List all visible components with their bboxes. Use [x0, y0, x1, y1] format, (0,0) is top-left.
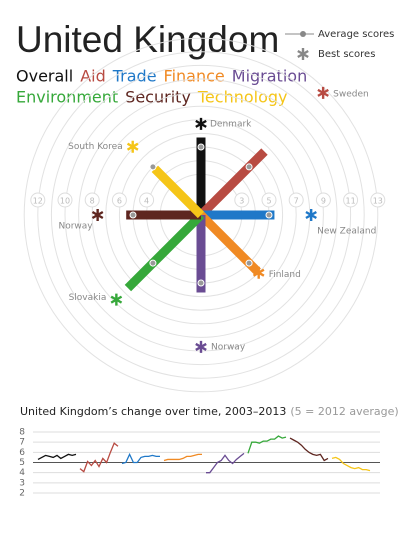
ring-badge: [30, 192, 46, 208]
ring-label: 3: [239, 197, 244, 206]
y-tick-label: 3: [19, 478, 25, 488]
average-dot: [149, 163, 157, 171]
legend-average: Average scores: [318, 29, 394, 40]
ring-badge: [261, 192, 277, 208]
ring-badge: [111, 192, 127, 208]
ring-label: 12: [33, 197, 43, 206]
component-legend: Trade: [112, 67, 157, 86]
y-tick-label: 8: [19, 428, 25, 438]
y-tick-label: 2: [19, 489, 25, 499]
series-line: [121, 452, 160, 465]
ring-label: 7: [294, 197, 299, 206]
average-dot: [197, 279, 205, 287]
ring-badge: [343, 192, 359, 208]
line-chart-title: United Kingdom’s change over time, 2003–…: [20, 405, 286, 418]
legend-asterisk: [297, 48, 309, 60]
component-legend: Environment: [16, 88, 118, 107]
best-country: Norway: [58, 222, 93, 232]
component-legend: Migration: [232, 67, 307, 86]
legend-best: Best scores: [318, 49, 375, 60]
ring-label: 11: [346, 197, 356, 206]
ring: [78, 92, 324, 338]
ring-badge: [315, 192, 331, 208]
best-asterisk: [195, 117, 207, 130]
best-asterisk: [195, 340, 207, 353]
ring-label: 10: [60, 197, 70, 206]
y-tick-label: 6: [19, 448, 25, 458]
ring-label: 9: [321, 197, 326, 206]
legend-dot: [300, 31, 306, 37]
series-line: [163, 453, 202, 462]
average-dot: [245, 163, 253, 171]
bar: [124, 211, 205, 292]
ring-label: 8: [90, 197, 95, 206]
best-country: South Korea: [68, 142, 123, 152]
ring: [118, 132, 284, 298]
average-dot: [265, 211, 273, 219]
best-country: New Zealand: [317, 227, 376, 237]
ring-badge: [288, 192, 304, 208]
component-legend: Finance: [164, 67, 225, 86]
best-asterisk: [252, 266, 265, 279]
best-asterisk: [305, 209, 317, 221]
average-dot: [245, 259, 253, 267]
series-line: [247, 435, 287, 454]
series-line: [331, 456, 371, 472]
title: United Kingdom: [16, 19, 279, 60]
bar: [151, 165, 205, 219]
best-country: Slovakia: [69, 293, 107, 303]
y-tick-label: 7: [19, 438, 25, 448]
series-line: [206, 452, 245, 474]
ring: [37, 51, 365, 379]
component-legend: Security: [125, 88, 191, 107]
line-chart-subtitle: (5 = 2012 average): [290, 405, 398, 418]
best-asterisk: [110, 293, 123, 306]
ring-label: 5: [266, 197, 271, 206]
ring-label: 13: [373, 197, 383, 206]
ring-badge: [57, 192, 73, 208]
average-dot: [129, 211, 137, 219]
bar: [197, 148, 268, 219]
best-asterisk: [317, 86, 329, 99]
best-asterisk: [91, 209, 104, 221]
series-line: [79, 442, 119, 473]
ring-badge: [370, 192, 386, 208]
ring-badge: [139, 192, 155, 208]
ring-badge: [84, 192, 100, 208]
component-legend: Technology: [197, 88, 288, 107]
ring: [23, 37, 379, 393]
series-line: [37, 453, 77, 461]
y-tick-label: 4: [19, 468, 25, 478]
ring-label: 6: [117, 197, 122, 206]
component-legend: Overall: [16, 67, 73, 86]
best-country: Finland: [269, 270, 301, 280]
best-country: Denmark: [210, 119, 252, 129]
best-asterisk: [126, 140, 139, 153]
average-dot: [149, 259, 157, 267]
y-tick-label: 5: [19, 458, 25, 468]
series-line: [289, 437, 329, 462]
ring-badge: [234, 192, 250, 208]
average-dot: [197, 143, 205, 151]
best-country: Sweden: [333, 89, 369, 99]
ring-label: 4: [144, 197, 149, 206]
best-country: Norway: [211, 342, 246, 352]
ring: [50, 64, 352, 366]
